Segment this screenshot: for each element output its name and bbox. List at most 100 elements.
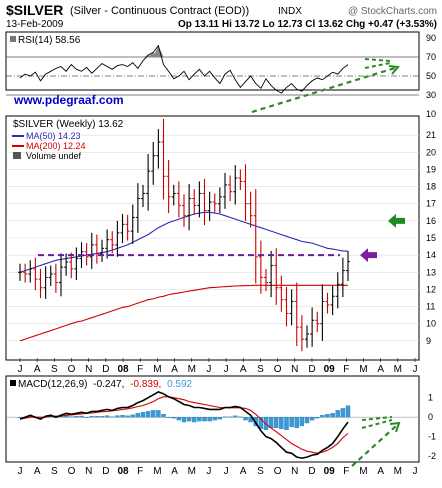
macd-histogram-bar — [161, 414, 166, 418]
svg-text:MACD(12,26,9) -0.247,: MACD(12,26,9) -0.247, -0.839, 0.592 — [18, 379, 193, 390]
macd-histogram-bar — [222, 416, 228, 418]
price-x-tick-label: A — [171, 364, 178, 375]
macd-histogram-bar — [227, 416, 233, 418]
macd-tick-label: 1 — [428, 393, 433, 403]
macd-x-tick-label: M — [188, 466, 196, 477]
macd-histogram-bar — [279, 417, 284, 430]
macd-histogram-bar — [299, 417, 305, 427]
macd-histogram-bar — [217, 417, 223, 420]
macd-histogram-bar — [156, 410, 161, 418]
price-tick-label: 16 — [426, 216, 436, 226]
macd-x-tick-label: J — [413, 466, 418, 477]
macd-x-tick-label: M — [394, 466, 402, 477]
macd-histogram-bar — [330, 413, 335, 418]
macd-x-tick-label: O — [274, 466, 282, 477]
price-x-tick-label: A — [377, 364, 384, 375]
macd-histogram-bar — [233, 415, 238, 418]
macd-histogram-bar — [243, 417, 248, 421]
price-x-tick-label: O — [274, 364, 282, 375]
macd-histogram-bar — [274, 417, 279, 429]
macd-histogram-bar — [320, 415, 325, 418]
exchange-label: INDX — [278, 6, 302, 17]
macd-histogram-bar — [171, 417, 176, 419]
macd-x-tick-label: F — [137, 466, 143, 477]
price-tick-label: 17 — [426, 199, 436, 209]
price-tick-label: 19 — [426, 164, 436, 174]
stockcharts-watermark: @ StockCharts.com — [348, 6, 437, 17]
macd-histogram-bar — [125, 415, 130, 418]
macd-histogram-bar — [284, 417, 289, 430]
legend-ma50: MA(50) 14.23 — [26, 131, 81, 141]
macd-histogram-bar — [130, 414, 135, 418]
macd-histogram-bar — [258, 417, 264, 430]
symbol-description: (Silver - Continuous Contract (EOD)) — [70, 5, 249, 17]
macd-x-tick-label: A — [377, 466, 384, 477]
ohlc-summary: Op 13.11 Hi 13.72 Lo 12.73 Cl 13.62 Chg … — [178, 19, 437, 30]
macd-histogram-bar — [192, 417, 197, 423]
symbol-title: $SILVER — [6, 2, 63, 18]
macd-histogram-bar — [135, 413, 141, 418]
rsi-trend-arrowhead — [388, 65, 400, 75]
macd-x-tick-label: A — [34, 466, 41, 477]
price-x-tick-label: J — [206, 364, 211, 375]
macd-x-tick-label: N — [291, 466, 298, 477]
macd-x-tick-label: N — [85, 466, 92, 477]
price-x-tick-label: D — [102, 364, 109, 375]
rsi-trend-arrow — [251, 66, 396, 114]
price-title: $SILVER (Weekly) 13.62 — [13, 119, 124, 130]
price-x-tick-label: A — [34, 364, 41, 375]
macd-histogram-bar — [104, 415, 110, 418]
price-x-tick-label: M — [188, 364, 196, 375]
macd-histogram-bar — [99, 416, 105, 418]
macd-x-tick-label: D — [308, 466, 315, 477]
macd-value: -0.247, — [93, 379, 124, 390]
rsi-title-marker — [10, 36, 16, 42]
rsi-tick-label: 10 — [426, 109, 436, 119]
macd-tick-label: -1 — [428, 432, 436, 442]
macd-histogram-bar — [94, 416, 100, 418]
price-x-tick-label: A — [240, 364, 247, 375]
macd-histogram-bar — [294, 417, 299, 429]
macd-histogram-bar — [110, 416, 115, 418]
macd-histogram-bar — [181, 417, 187, 423]
legend-volume: Volume undef — [26, 151, 82, 161]
price-x-tick-label: 09 — [324, 364, 336, 375]
price-tick-label: 9 — [426, 336, 431, 346]
rsi-tick-label: 30 — [426, 90, 436, 100]
macd-histogram-bar — [74, 416, 79, 418]
macd-histogram-bar — [335, 410, 340, 418]
price-x-tick-label: M — [359, 364, 367, 375]
macd-double-arrow — [361, 416, 393, 429]
price-x-tick-label: S — [51, 364, 58, 375]
purple-arrow — [360, 248, 377, 263]
macd-histogram-bar — [197, 417, 202, 422]
macd-histogram-bar — [140, 412, 146, 418]
price-tick-label: 15 — [426, 233, 436, 243]
macd-trend-arrow — [351, 424, 398, 467]
macd-x-tick-label: A — [171, 466, 178, 477]
macd-x-tick-label: J — [224, 466, 229, 477]
macd-x-tick-label: D — [102, 466, 109, 477]
price-tick-label: 14 — [426, 250, 436, 260]
green-arrow — [388, 213, 405, 228]
price-tick-label: 12 — [426, 284, 436, 294]
price-x-tick-label: J — [18, 364, 23, 375]
macd-histogram-bar — [340, 408, 346, 418]
rsi-overbought-fill — [143, 45, 164, 57]
price-x-tick-label: N — [85, 364, 92, 375]
macd-histogram-bar — [309, 417, 315, 421]
macd-hist-value: 0.592 — [167, 379, 192, 390]
macd-histogram-bar — [345, 405, 351, 418]
price-x-tick-label: J — [224, 364, 229, 375]
macd-x-tick-label: 08 — [117, 466, 129, 477]
rsi-tick-label: 50 — [426, 71, 436, 81]
macd-x-tick-label: M — [153, 466, 161, 477]
macd-histogram-bar — [145, 411, 151, 418]
macd-x-tick-label: A — [240, 466, 247, 477]
price-tick-label: 18 — [426, 182, 436, 192]
macd-histogram-bar — [84, 417, 89, 418]
macd-histogram-bar — [238, 416, 243, 418]
macd-histogram-bar — [151, 410, 156, 418]
